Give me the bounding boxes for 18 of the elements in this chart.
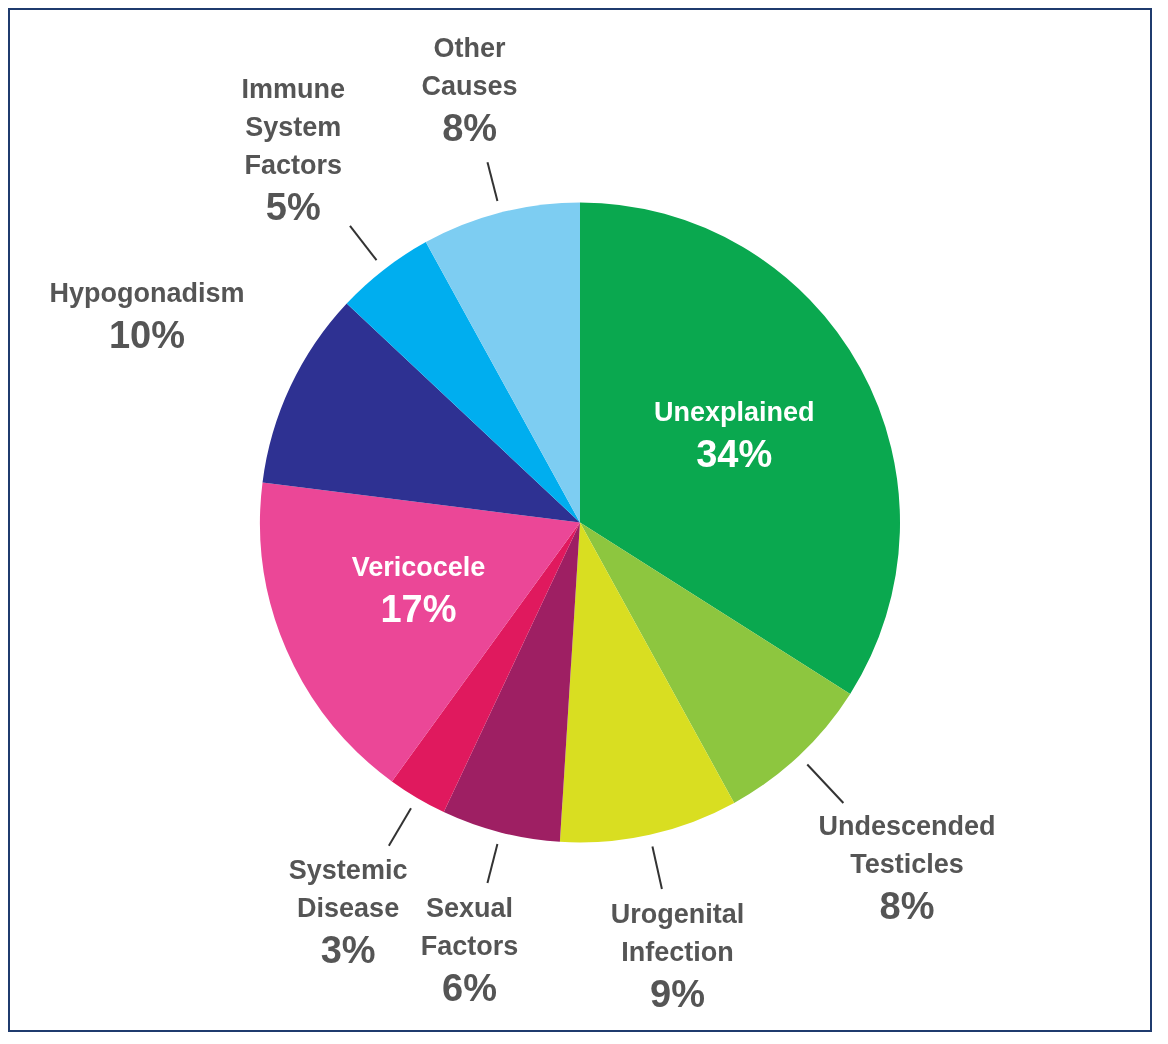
slice-label: Systemic Disease [288, 855, 408, 924]
data-label: 17% [380, 587, 457, 630]
data-label: 10% [108, 314, 186, 357]
data-label: 8% [442, 106, 498, 149]
slice-label: Unexplained [653, 397, 815, 428]
slice-label: Urogenital Infection [610, 899, 745, 968]
data-label: 3% [320, 929, 376, 972]
data-label: 34% [696, 433, 773, 476]
data-label: 5% [265, 186, 321, 229]
data-label: 6% [442, 967, 497, 1010]
data-label: 9% [650, 973, 705, 1016]
data-label: 8% [879, 885, 935, 928]
slice-label: Other Causes [421, 32, 518, 101]
slice-label: Immune System Factors [241, 74, 346, 181]
slice-label: Hypogonadism [49, 278, 245, 309]
slice-label: Vericocele [351, 551, 486, 582]
slice-label: Sexual Factors [420, 893, 519, 962]
slice-label: Undescended Testicles [818, 811, 996, 880]
